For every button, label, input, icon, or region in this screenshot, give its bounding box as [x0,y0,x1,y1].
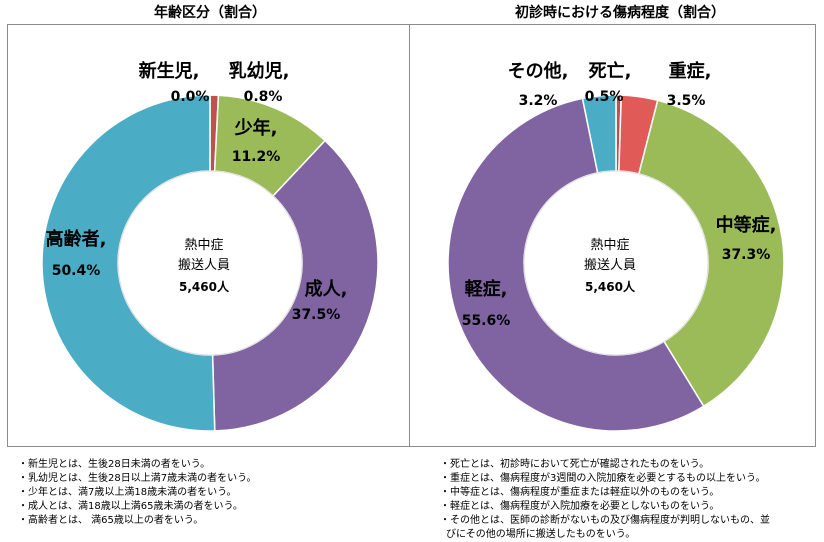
slice-label-1-3: 軽症, [465,278,508,300]
slice-label-0-4: 高齢者, [46,228,107,250]
slice-value-1-1: 3.5% [667,93,706,109]
slice-value-1-2: 37.3% [722,247,771,263]
slice-label-1-4: その他, [508,60,569,82]
slice-value-1-4: 3.2% [519,93,558,109]
note-line: ・乳幼児とは、生後28日以上満7歳未満の者をいう。 [18,473,257,484]
note-line: ・中等症とは、傷病程度が重症または軽症以外のものをいう。 [440,487,720,498]
right-notes: ・死亡とは、初診時において死亡が確認されたものをいう。 ・重症とは、傷病程度が3… [440,458,770,542]
slice-label-1-1: 重症, [669,60,712,82]
center-label-1: 搬送人員 [178,258,230,273]
slice-label-0-1: 乳幼児, [229,60,290,82]
slice-value-0-2: 11.2% [232,149,281,165]
note-line: ・高齢者とは、 満65歳以上の者をいう。 [18,515,204,526]
note-line: ・重症とは、傷病程度が3週間の入院加療を必要とするもの以上をいう。 [440,473,766,484]
right-chart-panel: 熱中症搬送人員 5,460人 死亡, 0.5% 重症, 3.5% 中等症, 37.3% 軽症, 5… [409,24,816,447]
slice-value-1-0: 0.5% [585,89,624,105]
note-line: ・少年とは、満7歳以上満18歳未満の者をいう。 [18,487,237,498]
left-chart-title: 年齢区分（割合） [154,5,266,21]
slice-value-1-3: 55.6% [462,313,511,329]
note-line: ・死亡とは、初診時において死亡が確認されたものをいう。 [440,459,710,470]
slice-label-1-0: 死亡, [589,60,632,82]
slice-label-1-2: 中等症, [716,214,777,236]
donut-hole [523,170,709,356]
slice-value-0-4: 50.4% [52,263,101,279]
slice-value-0-1: 0.8% [244,89,283,105]
note-line: ・軽症とは、傷病程度が入院加療を必要としないものをいう。 [440,501,720,512]
right-chart-title: 初診時における傷病程度（割合） [515,5,725,21]
slice-label-0-2: 少年, [234,117,278,139]
slice-value-0-3: 37.5% [292,307,341,323]
left-notes: ・新生児とは、生後28日未満の者をいう。 ・乳幼児とは、生後28日以上満7歳未満… [18,458,257,528]
note-line: ・成人とは、満18歳以上満65歳未満の者をいう。 [18,501,243,512]
note-line: びにその他の場所に搬送したものをいう。 [446,529,636,540]
slice-label-0-3: 成人, [305,278,348,300]
left-chart-panel: 熱中症搬送人員 5,460人 新生児, 0.0% 乳幼児, 0.8% 少年, 11.2% 成人,… [7,24,410,447]
donut-hole [117,170,303,356]
center-label-1: 搬送人員 [584,258,636,273]
center-label-0: 熱中症 [184,238,223,253]
note-line: ・その他とは、医師の診断がないもの及び傷病程度が判明しないもの、並 [440,515,770,526]
note-line: ・新生児とは、生後28日未満の者をいう。 [18,459,211,470]
center-label-2: 5,460人 [585,279,636,294]
center-label-0: 熱中症 [590,238,629,253]
slice-value-0-0: 0.0% [171,89,210,105]
slice-label-0-0: 新生児, [139,60,200,82]
center-label-2: 5,460人 [179,279,230,294]
